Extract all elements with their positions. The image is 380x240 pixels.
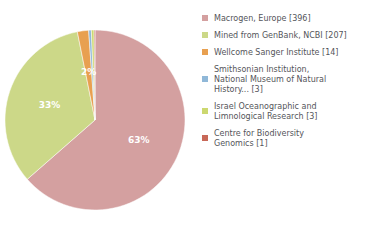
svg-text:Macrogen, Europe [396]: Macrogen, Europe [396]: [214, 14, 311, 23]
svg-text:History... [3]: History... [3]: [214, 85, 263, 94]
svg-text:Wellcome Sanger Institute [14]: Wellcome Sanger Institute [14]: [214, 48, 338, 57]
svg-text:Limnological Research [3]: Limnological Research [3]: [214, 112, 318, 121]
svg-text:Mined from GenBank, NCBI [207]: Mined from GenBank, NCBI [207]: [214, 31, 347, 40]
svg-text:Genomics [1]: Genomics [1]: [214, 139, 268, 148]
svg-text:National Museum of Natural: National Museum of Natural: [214, 75, 326, 84]
svg-text:Israel Oceanographic and: Israel Oceanographic and: [214, 102, 317, 111]
svg-text:2%: 2%: [81, 67, 96, 77]
svg-text:33%: 33%: [39, 100, 61, 110]
svg-text:63%: 63%: [128, 135, 150, 145]
svg-text:Smithsonian Institution,: Smithsonian Institution,: [214, 65, 309, 74]
svg-text:Centre for Biodiversity: Centre for Biodiversity: [214, 129, 304, 138]
